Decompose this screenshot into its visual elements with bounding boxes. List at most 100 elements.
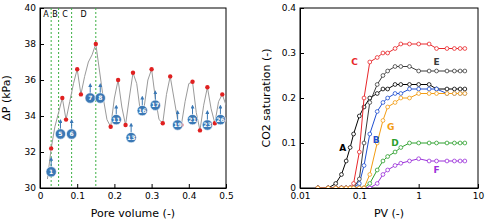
- series-line: [318, 89, 465, 188]
- phase-divider: [51, 8, 52, 188]
- callout-circle: [215, 114, 225, 124]
- data-point: [393, 47, 397, 51]
- data-point: [357, 186, 361, 188]
- tick-label: 0.1: [71, 191, 85, 201]
- data-point: [352, 186, 356, 188]
- data-point: [340, 186, 344, 188]
- callout-arrow: [71, 121, 72, 129]
- tick-mark: [419, 184, 420, 188]
- figure: 00.10.20.30.40.5303234363840Pore volume …: [0, 0, 488, 223]
- callout-arrow: [220, 107, 221, 115]
- chart: 0.010.111000.10.20.30.4PV (-)CO2 saturat…: [260, 3, 484, 220]
- data-point: [352, 186, 356, 188]
- data-point: [408, 42, 412, 46]
- data-point: [357, 186, 361, 188]
- tick-mark: [300, 188, 304, 189]
- tick-label: 0.4: [282, 3, 297, 13]
- tick: 0.4: [182, 184, 197, 201]
- tick-label: 0: [290, 183, 296, 193]
- data-point: [344, 159, 348, 163]
- point-callout: 8: [95, 85, 105, 103]
- data-point: [340, 173, 344, 177]
- callout-label: 17: [151, 101, 159, 108]
- tick-mark: [300, 143, 304, 144]
- data-point: [463, 87, 467, 91]
- data-point: [168, 74, 172, 78]
- data-point: [326, 186, 330, 188]
- series-line: [318, 159, 465, 188]
- data-point: [340, 186, 344, 188]
- callout-circle: [46, 167, 56, 177]
- data-point: [316, 186, 320, 188]
- data-point: [452, 141, 456, 145]
- point-callout: 11: [111, 107, 121, 125]
- data-point: [463, 92, 467, 96]
- tick-mark: [189, 184, 190, 188]
- tick-label: 0.2: [282, 93, 296, 103]
- data-point: [399, 146, 403, 150]
- data-point: [445, 92, 449, 96]
- data-point: [334, 186, 338, 188]
- data-point: [452, 47, 456, 51]
- callout-arrow: [116, 107, 117, 115]
- tick-mark: [40, 116, 44, 117]
- data-point: [344, 186, 348, 188]
- data-point: [375, 182, 379, 186]
- tick-mark: [40, 152, 44, 153]
- data-point: [417, 69, 421, 73]
- callout-circle: [137, 105, 147, 115]
- axis-line: [41, 188, 227, 189]
- tick-mark: [114, 184, 115, 188]
- tick: 0.1: [353, 184, 367, 201]
- series-label: E: [433, 57, 439, 67]
- data-point: [399, 83, 403, 87]
- data-point: [326, 186, 330, 188]
- callout-circle: [150, 100, 160, 110]
- callout-arrow: [131, 125, 132, 133]
- data-point: [108, 125, 112, 129]
- series-label: A: [339, 143, 346, 153]
- data-point: [344, 186, 348, 188]
- data-point: [316, 186, 320, 188]
- data-point: [75, 67, 79, 71]
- data-point: [340, 186, 344, 188]
- data-point: [435, 92, 439, 96]
- series-line: [318, 143, 465, 188]
- tick: 0: [290, 183, 304, 193]
- callout-circle: [66, 129, 76, 139]
- data-point: [427, 69, 431, 73]
- tick: 0.3: [145, 184, 159, 201]
- data-point: [334, 186, 338, 188]
- data-point: [435, 159, 439, 163]
- point-callout: 6: [66, 121, 76, 139]
- data-point: [463, 47, 467, 51]
- series-line: [47, 44, 226, 179]
- data-point: [386, 155, 390, 159]
- tick-mark: [300, 8, 304, 9]
- data-point: [435, 47, 439, 51]
- data-point: [316, 186, 320, 188]
- data-point: [357, 177, 361, 181]
- callout-arrow: [100, 85, 101, 93]
- data-point: [340, 186, 344, 188]
- data-point: [316, 186, 320, 188]
- data-point: [60, 96, 64, 100]
- tick: 0.1: [71, 184, 85, 201]
- tick-label: 10: [473, 191, 485, 201]
- callout-label: 16: [138, 107, 146, 114]
- phase-label: A: [43, 10, 49, 19]
- data-point: [427, 141, 431, 145]
- series-label: F: [433, 165, 439, 175]
- data-point: [340, 186, 344, 188]
- data-point: [458, 141, 462, 145]
- tick-mark: [40, 8, 44, 9]
- data-point: [326, 186, 330, 188]
- data-point: [386, 105, 390, 109]
- data-point: [381, 74, 385, 78]
- data-point: [316, 186, 320, 188]
- axis: 0.010.1110: [290, 184, 484, 201]
- data-point: [458, 69, 462, 73]
- tick: 0.2: [282, 93, 304, 103]
- data-point: [131, 71, 135, 75]
- data-point: [386, 87, 390, 91]
